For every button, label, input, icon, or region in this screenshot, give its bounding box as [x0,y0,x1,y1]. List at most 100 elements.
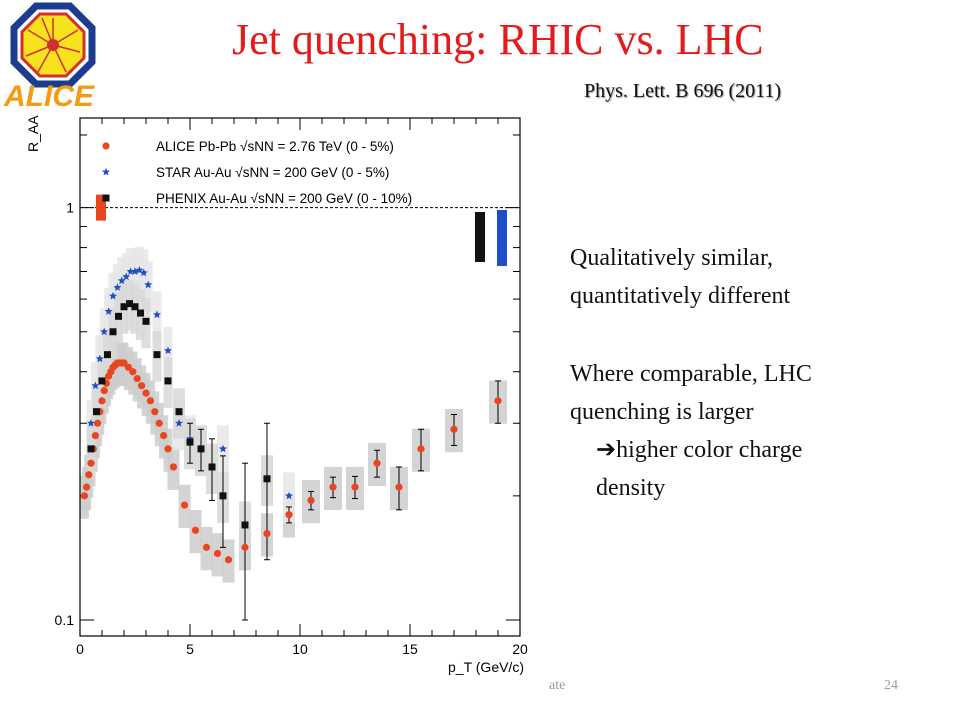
data-point-star [102,167,110,176]
data-point-phenix [175,408,183,416]
data-point-alice [160,431,168,440]
data-point-alice [307,496,315,504]
data-point-alice [169,463,178,471]
norm-box-alice [96,194,106,221]
data-point-alice [80,492,88,500]
data-point-alice [180,501,189,509]
data-point-phenix [131,303,139,311]
note-line-5: ➔higher color charge [596,435,802,465]
data-point-alice [450,425,458,433]
data-point-alice [83,483,91,491]
data-point-phenix [153,351,161,359]
data-point-star [153,310,161,319]
norm-box-star [497,210,507,266]
page-number: 24 [884,678,898,693]
data-point-phenix [197,445,205,453]
data-point-alice [146,397,154,405]
note-line-6: density [596,475,666,501]
data-point-star [91,381,100,390]
data-point-star [219,444,227,453]
legend-label: STAR Au-Au √sNN = 200 GeV (0 - 5%) [156,165,389,180]
data-point-phenix [98,377,106,385]
arrow-icon: ➔ [596,437,617,463]
data-point-alice [494,397,502,405]
data-point-phenix [109,328,117,336]
data-point-alice [155,419,163,427]
data-point-phenix [137,309,144,317]
data-point-alice [241,543,249,551]
data-point-star [117,276,126,285]
data-point-star [164,346,172,354]
slide-title: Jet quenching: RHIC vs. LHC [232,15,764,64]
data-point-phenix [93,408,100,416]
data-point-alice [120,359,128,367]
data-point-alice [224,556,233,564]
chart-legend: ALICE Pb-Pb √sNN = 2.76 TeV (0 - 5%) STAR… [102,139,412,206]
data-point-phenix [219,492,227,500]
data-point-phenix [208,463,216,471]
norm-box-phenix [475,212,485,262]
data-point-star [122,272,131,281]
data-point-phenix [164,377,172,385]
data-point-star [113,283,122,291]
data-point-star [126,267,135,275]
data-point-star [104,307,113,315]
data-point-alice [202,543,211,551]
data-point-alice [98,397,106,405]
data-point-alice [351,483,359,491]
data-point-phenix [142,317,150,325]
data-point-alice [142,389,150,397]
data-point-star [139,268,148,277]
data-point-alice [91,431,99,440]
data-point-phenix [186,438,194,446]
data-point-alice [417,445,425,453]
data-point-alice [138,382,146,390]
data-point-alice [213,549,222,558]
x-tick-label: 15 [402,641,418,657]
data-point-alice [164,445,172,453]
note-line-5-text: higher color charge [616,437,803,463]
data-point-alice [373,459,381,467]
legend-label: PHENIX Au-Au √sNN = 200 GeV (0 - 10%) [156,191,412,206]
data-point-phenix [104,351,111,359]
raa-chart: 0 5 10 15 20 0.1 1 ALICE Pb-Pb √sNN = 2.76 TeV… [25,115,528,675]
data-point-alice [263,529,271,538]
data-point-star [175,419,183,427]
data-point-star [109,291,117,300]
data-points [80,194,507,621]
data-point-star [95,354,104,363]
note-line-2: quantitatively different [570,283,791,309]
footer-text: ate [549,678,566,693]
y-tick-label: 1 [66,200,74,216]
x-tick-label: 0 [76,641,84,657]
data-point-alice [285,511,293,519]
data-point-phenix [120,303,128,311]
data-point-alice [395,483,403,491]
legend-label: ALICE Pb-Pb √sNN = 2.76 TeV (0 - 5%) [156,139,394,154]
data-point-phenix [241,521,249,529]
x-tick-label: 5 [186,641,194,657]
data-point-phenix [102,194,110,202]
data-point-alice [87,459,95,467]
y-axis-label: R_AA [25,115,41,152]
uncertainty-bands [79,246,507,583]
note-line-3: Where comparable, LHC [570,361,812,387]
data-point-alice [124,363,132,371]
reference-citation: Phys. Lett. B 696 (2011) [584,80,782,102]
x-tick-label: 10 [292,641,308,657]
data-point-alice [133,374,141,383]
data-point-phenix [87,445,95,453]
x-axis-label: p_T (GeV/c) [448,659,524,675]
logo-text: ALICE [3,80,95,110]
data-point-alice [94,419,102,427]
data-point-alice [100,386,108,395]
data-point-alice [102,142,110,150]
note-line-1: Qualitatively similar, [570,245,773,271]
data-point-alice [191,526,200,534]
y-tick-label: 0.1 [55,612,75,628]
data-point-star [100,327,109,336]
data-point-phenix [126,300,133,308]
data-point-star [87,419,95,427]
data-point-alice [151,408,159,416]
alice-logo: ALICE [0,0,125,113]
